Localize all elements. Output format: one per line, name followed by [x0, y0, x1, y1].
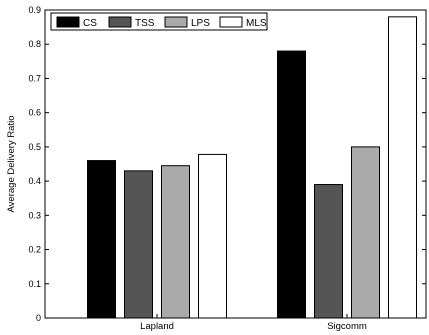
y-axis-label: Average Delivery Ratio [6, 116, 17, 213]
bars [87, 16, 417, 319]
bar-cs-lapland [87, 160, 116, 319]
legend-swatch-lps [164, 16, 188, 28]
y-tick-label: 0.4 [28, 176, 41, 186]
bar-lps-lapland [161, 165, 190, 319]
x-tick-label: Sigcomm [327, 321, 367, 332]
plot-frame [44, 9, 427, 319]
legend-box [50, 12, 268, 31]
legend-label-lps: LPS [191, 18, 210, 29]
y-tick-label: 0.1 [28, 279, 41, 289]
bar-lps-sigcomm [351, 146, 380, 319]
y-tick-label: 0.8 [28, 39, 41, 49]
bar-tss-lapland [124, 170, 153, 319]
x-tick-label: Lapland [140, 321, 174, 332]
y-tick-label: 0.6 [28, 108, 41, 118]
bar-cs-sigcomm [277, 50, 306, 319]
legend-swatch-tss [108, 16, 132, 28]
legend-swatch-cs [56, 16, 80, 28]
y-tick-label: 0.9 [28, 5, 41, 15]
legend-swatch-mls [219, 16, 243, 28]
bar-mls-lapland [198, 153, 227, 319]
y-tick-label: 0.2 [28, 245, 41, 255]
legend-label-mls: MLS [246, 18, 267, 29]
legend: CS TSS LPS MLS [50, 12, 268, 31]
x-axis-tick-labels: Lapland Sigcomm [140, 314, 367, 332]
y-tick-label: 0.3 [28, 210, 41, 220]
bar-mls-sigcomm [388, 16, 417, 319]
y-tick-label: 0.5 [28, 142, 41, 152]
legend-label-cs: CS [83, 18, 97, 29]
legend-label-tss: TSS [135, 18, 155, 29]
y-tick-label: 0.7 [28, 73, 41, 83]
bar-tss-sigcomm [314, 184, 343, 319]
y-tick-label: 0 [36, 313, 41, 323]
